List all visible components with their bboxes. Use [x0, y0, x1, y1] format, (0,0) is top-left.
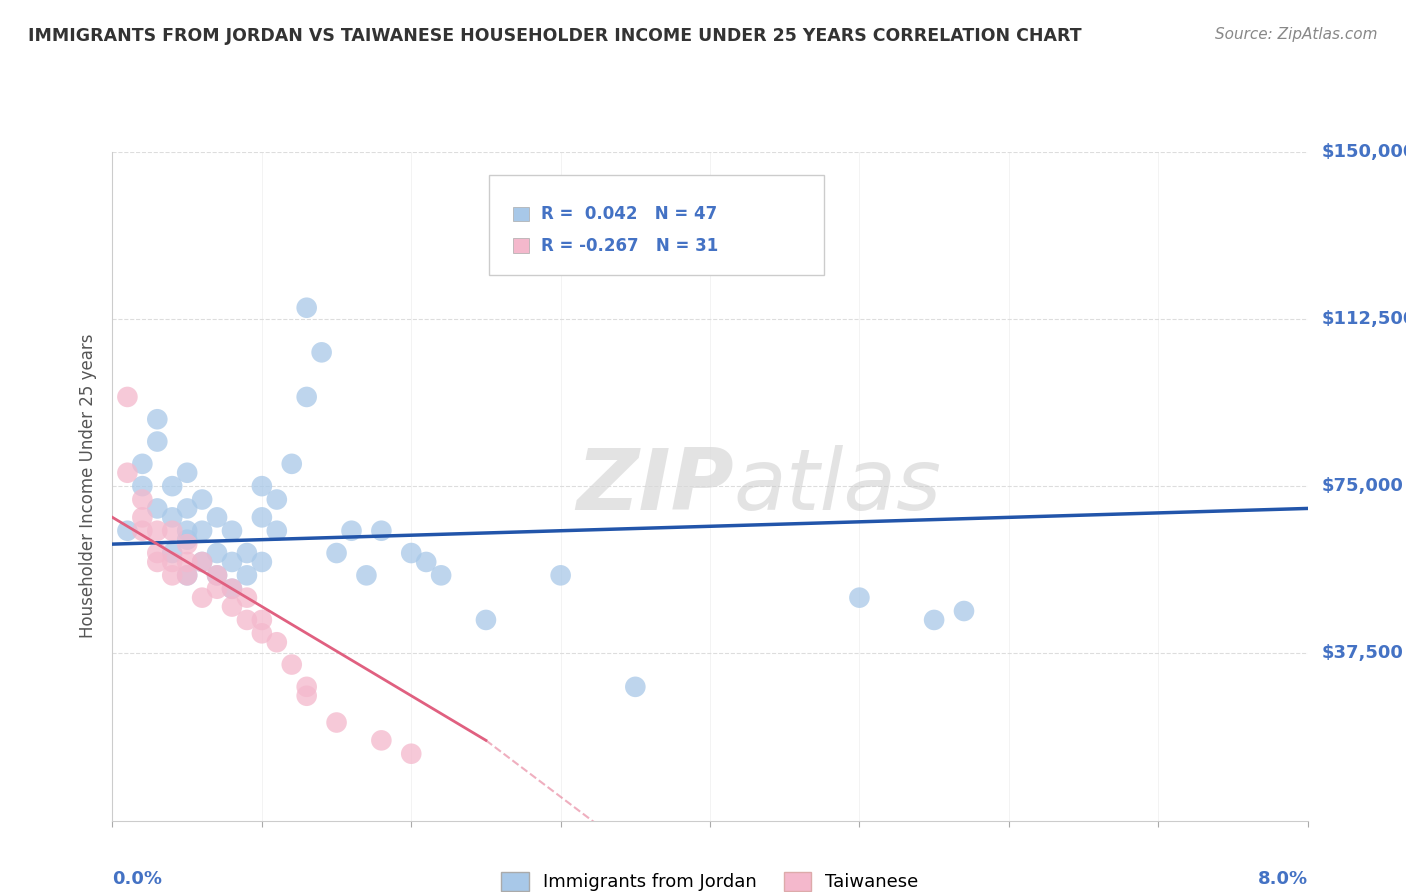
- Point: [162, 555, 183, 569]
- Text: $37,500: $37,500: [1322, 644, 1403, 663]
- Point: [146, 434, 169, 449]
- Point: [250, 626, 273, 640]
- Point: [236, 591, 259, 605]
- Point: [250, 479, 273, 493]
- Point: [953, 604, 976, 618]
- Point: [370, 733, 392, 747]
- Point: [550, 568, 572, 582]
- Point: [221, 599, 243, 614]
- Point: [281, 657, 304, 672]
- Point: [250, 555, 273, 569]
- Point: [176, 568, 198, 582]
- Point: [295, 301, 318, 315]
- Point: [221, 582, 243, 596]
- Point: [922, 613, 945, 627]
- Point: [191, 591, 214, 605]
- Point: [117, 390, 139, 404]
- Text: R =  0.042   N = 47: R = 0.042 N = 47: [540, 205, 717, 223]
- Text: ZIP: ZIP: [576, 444, 734, 528]
- Point: [162, 546, 183, 560]
- Point: [146, 412, 169, 426]
- Point: [221, 582, 243, 596]
- Point: [281, 457, 304, 471]
- Point: [236, 546, 259, 560]
- Text: IMMIGRANTS FROM JORDAN VS TAIWANESE HOUSEHOLDER INCOME UNDER 25 YEARS CORRELATIO: IMMIGRANTS FROM JORDAN VS TAIWANESE HOUS…: [28, 27, 1081, 45]
- Point: [356, 568, 378, 582]
- Point: [162, 479, 183, 493]
- Point: [205, 568, 228, 582]
- Point: [176, 533, 198, 547]
- Point: [848, 591, 870, 605]
- Text: R = -0.267   N = 31: R = -0.267 N = 31: [540, 237, 718, 255]
- Point: [266, 492, 288, 507]
- Point: [236, 568, 259, 582]
- Point: [475, 613, 498, 627]
- Point: [250, 510, 273, 524]
- Text: Source: ZipAtlas.com: Source: ZipAtlas.com: [1215, 27, 1378, 42]
- Point: [117, 466, 139, 480]
- Point: [146, 555, 169, 569]
- Point: [131, 479, 153, 493]
- Text: $75,000: $75,000: [1322, 477, 1403, 495]
- Point: [205, 546, 228, 560]
- Point: [131, 492, 153, 507]
- Point: [236, 613, 259, 627]
- Point: [401, 546, 423, 560]
- Point: [295, 689, 318, 703]
- Text: 8.0%: 8.0%: [1257, 870, 1308, 888]
- Point: [266, 524, 288, 538]
- Point: [131, 457, 153, 471]
- Point: [191, 524, 214, 538]
- Point: [191, 555, 214, 569]
- Point: [266, 635, 288, 649]
- Text: $112,500: $112,500: [1322, 310, 1406, 328]
- FancyBboxPatch shape: [513, 207, 529, 221]
- Point: [131, 510, 153, 524]
- FancyBboxPatch shape: [513, 238, 529, 253]
- Point: [162, 510, 183, 524]
- Point: [176, 501, 198, 516]
- Point: [325, 715, 347, 730]
- Point: [162, 524, 183, 538]
- Text: $150,000: $150,000: [1322, 143, 1406, 161]
- Point: [176, 524, 198, 538]
- Point: [131, 524, 153, 538]
- Point: [205, 568, 228, 582]
- Point: [221, 524, 243, 538]
- Point: [117, 524, 139, 538]
- Point: [176, 537, 198, 551]
- Point: [295, 390, 318, 404]
- Point: [176, 555, 198, 569]
- FancyBboxPatch shape: [489, 175, 824, 276]
- Point: [221, 555, 243, 569]
- Point: [430, 568, 453, 582]
- Text: atlas: atlas: [734, 444, 942, 528]
- Y-axis label: Householder Income Under 25 years: Householder Income Under 25 years: [79, 334, 97, 639]
- Point: [401, 747, 423, 761]
- Point: [162, 568, 183, 582]
- Point: [311, 345, 333, 359]
- Point: [295, 680, 318, 694]
- Point: [146, 501, 169, 516]
- Point: [624, 680, 647, 694]
- Point: [325, 546, 347, 560]
- Point: [191, 492, 214, 507]
- Point: [146, 546, 169, 560]
- Point: [146, 524, 169, 538]
- Text: 0.0%: 0.0%: [112, 870, 163, 888]
- Point: [205, 582, 228, 596]
- Legend: Immigrants from Jordan, Taiwanese: Immigrants from Jordan, Taiwanese: [495, 864, 925, 892]
- Point: [176, 466, 198, 480]
- Point: [205, 510, 228, 524]
- Point: [191, 555, 214, 569]
- Point: [176, 568, 198, 582]
- Point: [415, 555, 437, 569]
- Point: [370, 524, 392, 538]
- Point: [340, 524, 363, 538]
- Point: [250, 613, 273, 627]
